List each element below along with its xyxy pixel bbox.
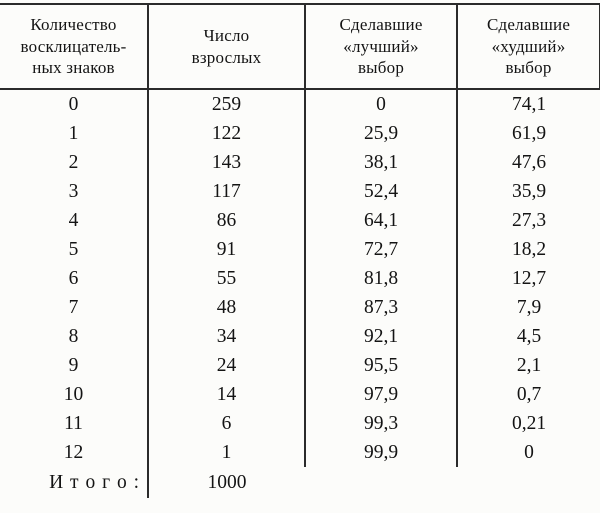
cell-worst-choice-pct: 61,9 [511, 122, 547, 144]
cell-exclamation-count: 1 [0, 119, 149, 148]
cell-best-choice-pct: 81,8 [305, 264, 458, 293]
cell-exclamation-count: 0 [0, 89, 149, 119]
cell-best-choice-pct: 97,9 [305, 380, 458, 409]
cell-best-choice-pct: 25,9 [305, 119, 458, 148]
header-row: Количество восклицатель- ных знаков Числ… [0, 4, 600, 90]
cell-worst-choice-pct: 35,9 [511, 180, 547, 202]
cell-adults-count: 117 [148, 177, 306, 206]
total-label: И т о г о : [0, 467, 149, 498]
column-header-worst-choice: Сделавшие «худший» выбор [457, 4, 600, 90]
cell-adults-count: 14 [148, 380, 306, 409]
table-row: 12 1 99,9 0 [0, 438, 600, 467]
cell-adults-count: 55 [148, 264, 306, 293]
cell-adults-count: 24 [148, 351, 306, 380]
cell-exclamation-count: 9 [0, 351, 149, 380]
cell-exclamation-count: 11 [0, 409, 149, 438]
cell-worst-choice-pct: 2,1 [516, 354, 542, 376]
cell-adults-count: 48 [148, 293, 306, 322]
table-row: 6 55 81,8 12,7 [0, 264, 600, 293]
total-value: 1000 [207, 471, 247, 493]
cell-worst-choice-pct: 0 [524, 441, 534, 463]
total-row: И т о г о : 1000 [0, 467, 600, 498]
cell-worst-choice-pct: 7,9 [516, 296, 542, 318]
table-row: 8 34 92,1 4,5 [0, 322, 600, 351]
cell-worst-choice-pct: 47,6 [511, 151, 547, 173]
cell-worst-choice-pct: 74,1 [511, 93, 547, 115]
table-row: 11 6 99,3 0,21 [0, 409, 600, 438]
column-header-exclamation-count: Количество восклицатель- ных знаков [0, 4, 149, 90]
cell-exclamation-count: 3 [0, 177, 149, 206]
table-header: Количество восклицатель- ных знаков Числ… [0, 4, 600, 90]
table-row: 10 14 97,9 0,7 [0, 380, 600, 409]
cell-adults-count: 143 [148, 148, 306, 177]
cell-best-choice-pct: 87,3 [305, 293, 458, 322]
table-row: 7 48 87,3 7,9 [0, 293, 600, 322]
cell-best-choice-pct: 0 [305, 89, 458, 119]
cell-adults-count: 259 [148, 89, 306, 119]
cell-exclamation-count: 5 [0, 235, 149, 264]
cell-adults-count: 1 [148, 438, 306, 467]
table-footer: И т о г о : 1000 [0, 467, 600, 498]
cell-exclamation-count: 4 [0, 206, 149, 235]
cell-adults-count: 6 [148, 409, 306, 438]
cell-best-choice-pct: 72,7 [305, 235, 458, 264]
cell-worst-choice-pct: 18,2 [511, 238, 547, 260]
cell-adults-count: 122 [148, 119, 306, 148]
results-table: Количество восклицатель- ных знаков Числ… [0, 3, 600, 498]
column-header-adults-count: Число взрослых [148, 4, 306, 90]
column-header-best-choice: Сделавшие «лучший» выбор [305, 4, 458, 90]
cell-best-choice-pct: 95,5 [305, 351, 458, 380]
cell-exclamation-count: 10 [0, 380, 149, 409]
total-empty-cell [305, 467, 457, 498]
cell-exclamation-count: 8 [0, 322, 149, 351]
cell-best-choice-pct: 99,3 [305, 409, 458, 438]
cell-worst-choice-pct: 12,7 [511, 267, 547, 289]
cell-best-choice-pct: 64,1 [305, 206, 458, 235]
cell-best-choice-pct: 99,9 [305, 438, 458, 467]
table-row: 3 117 52,4 35,9 [0, 177, 600, 206]
cell-worst-choice-pct: 0,7 [516, 383, 542, 405]
table-row: 5 91 72,7 18,2 [0, 235, 600, 264]
cell-adults-count: 91 [148, 235, 306, 264]
scanned-document-page: Количество восклицатель- ных знаков Числ… [0, 3, 600, 513]
total-empty-cell [457, 467, 600, 498]
table-row: 9 24 95,5 2,1 [0, 351, 600, 380]
table-row: 2 143 38,1 47,6 [0, 148, 600, 177]
cell-best-choice-pct: 52,4 [305, 177, 458, 206]
cell-adults-count: 34 [148, 322, 306, 351]
cell-worst-choice-pct: 4,5 [516, 325, 542, 347]
cell-worst-choice-pct: 27,3 [511, 209, 547, 231]
table-body: 0 259 0 74,1 1 122 25,9 61,9 2 143 38,1 … [0, 89, 600, 467]
cell-worst-choice-pct: 0,21 [511, 412, 547, 434]
cell-exclamation-count: 6 [0, 264, 149, 293]
cell-best-choice-pct: 38,1 [305, 148, 458, 177]
table-row: 1 122 25,9 61,9 [0, 119, 600, 148]
cell-adults-count: 86 [148, 206, 306, 235]
cell-best-choice-pct: 92,1 [305, 322, 458, 351]
cell-exclamation-count: 12 [0, 438, 149, 467]
table-row: 4 86 64,1 27,3 [0, 206, 600, 235]
cell-exclamation-count: 2 [0, 148, 149, 177]
cell-exclamation-count: 7 [0, 293, 149, 322]
table-row: 0 259 0 74,1 [0, 89, 600, 119]
